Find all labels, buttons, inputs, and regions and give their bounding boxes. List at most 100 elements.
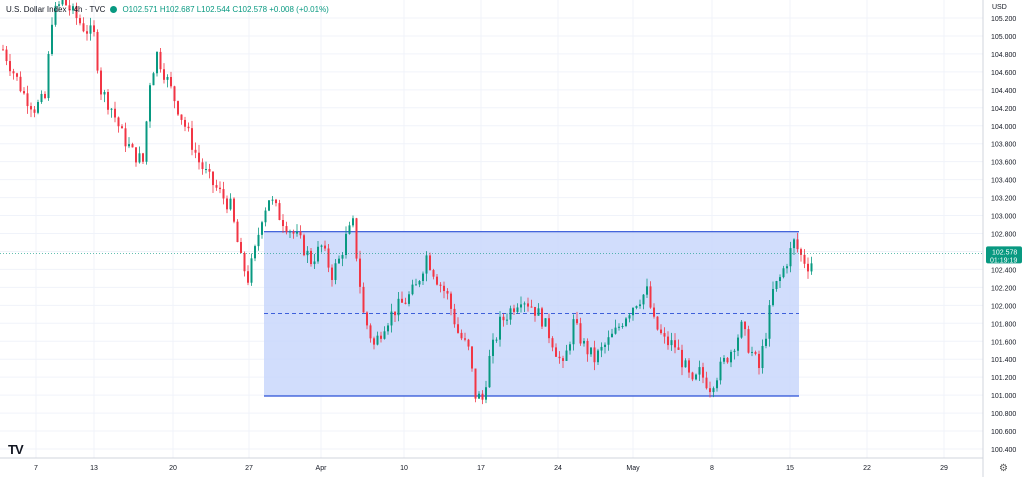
candle-body bbox=[194, 149, 197, 153]
candle-body bbox=[191, 128, 193, 150]
candle-body bbox=[527, 303, 529, 307]
candle-body bbox=[716, 380, 718, 389]
candle-body bbox=[537, 308, 540, 316]
candle-body bbox=[320, 245, 323, 247]
time-tick-label: May bbox=[626, 465, 640, 472]
candle-body bbox=[198, 152, 200, 163]
candle-body bbox=[562, 358, 564, 361]
candle-body bbox=[338, 258, 340, 264]
candle-body bbox=[429, 255, 431, 271]
time-tick-label: 13 bbox=[90, 465, 98, 472]
candle-body bbox=[156, 51, 158, 74]
candle-body bbox=[478, 393, 480, 399]
price-tick-label: 102.200 bbox=[991, 285, 1016, 292]
candle-body bbox=[299, 231, 302, 236]
candle-body bbox=[159, 51, 162, 70]
candle-body bbox=[446, 291, 449, 294]
candle-body bbox=[254, 246, 256, 259]
candle-body bbox=[457, 324, 459, 333]
candle-body bbox=[44, 93, 46, 99]
candle-body bbox=[747, 329, 750, 353]
price-tick-label: 101.600 bbox=[991, 339, 1016, 346]
candle-body bbox=[394, 311, 396, 316]
candle-body bbox=[313, 261, 316, 265]
candle-body bbox=[607, 337, 610, 345]
candle-body bbox=[257, 234, 260, 247]
candle-body bbox=[201, 162, 204, 170]
candle-body bbox=[611, 333, 613, 338]
candle-body bbox=[355, 218, 358, 259]
price-tick-label: 104.600 bbox=[991, 70, 1016, 77]
candle-body bbox=[96, 31, 99, 71]
candle-body bbox=[170, 76, 172, 87]
candle-body bbox=[117, 117, 120, 127]
time-tick-label: 27 bbox=[245, 465, 253, 472]
candle-body bbox=[366, 312, 368, 326]
candle-body bbox=[58, 4, 60, 6]
candle-body bbox=[292, 231, 295, 234]
candle-body bbox=[261, 222, 263, 235]
candle-body bbox=[551, 338, 554, 348]
candle-body bbox=[555, 347, 557, 357]
price-tick-label: 102.400 bbox=[991, 267, 1016, 274]
price-tick-label: 101.800 bbox=[991, 321, 1016, 328]
last-price-badge bbox=[986, 246, 1022, 264]
candle-body bbox=[135, 147, 137, 163]
candle-body bbox=[107, 91, 109, 110]
candle-body bbox=[544, 318, 547, 327]
candle-body bbox=[782, 268, 785, 278]
candle-body bbox=[93, 25, 95, 32]
candle-body bbox=[719, 361, 722, 381]
candle-body bbox=[488, 355, 491, 388]
symbol-legend[interactable]: U.S. Dollar Index · 4h · TVC O102.571 H1… bbox=[6, 5, 329, 14]
candle-body bbox=[558, 356, 561, 359]
candle-body bbox=[628, 315, 631, 319]
candle-body bbox=[271, 199, 274, 201]
candle-body bbox=[275, 199, 277, 204]
candle-body bbox=[432, 270, 435, 277]
candle-body bbox=[54, 5, 57, 25]
candle-body bbox=[359, 258, 361, 287]
candle-body bbox=[670, 340, 673, 346]
range-box bbox=[264, 231, 799, 397]
candle-body bbox=[404, 302, 407, 304]
candle-body bbox=[464, 338, 466, 340]
candle-body bbox=[751, 351, 753, 353]
candle-body bbox=[163, 69, 165, 80]
candle-body bbox=[653, 307, 655, 317]
price-tick-label: 102.000 bbox=[991, 303, 1016, 310]
candle-body bbox=[663, 333, 666, 337]
candle-body bbox=[502, 316, 505, 321]
time-tick-label: 20 bbox=[169, 465, 177, 472]
candle-body bbox=[215, 185, 218, 188]
candle-body bbox=[362, 286, 365, 313]
candle-body bbox=[408, 294, 410, 304]
tradingview-logo[interactable]: TV bbox=[8, 442, 24, 457]
candle-body bbox=[702, 367, 704, 378]
candle-body bbox=[614, 327, 617, 334]
candle-body bbox=[593, 347, 596, 363]
candle-body bbox=[289, 231, 291, 233]
gear-icon[interactable]: ⚙ bbox=[999, 463, 1008, 474]
candle-body bbox=[506, 319, 508, 321]
candle-body bbox=[114, 108, 116, 118]
candle-body bbox=[317, 246, 319, 262]
candle-body bbox=[460, 332, 463, 339]
candle-body bbox=[425, 255, 428, 274]
candle-body bbox=[387, 325, 389, 332]
candle-body bbox=[499, 316, 501, 340]
candle-body bbox=[331, 267, 333, 280]
candle-body bbox=[754, 351, 757, 354]
candle-body bbox=[422, 273, 424, 282]
candle-body bbox=[30, 106, 32, 110]
candle-body bbox=[705, 377, 708, 389]
candle-body bbox=[443, 285, 445, 292]
currency-label[interactable]: USD bbox=[992, 4, 1007, 11]
candle-body bbox=[586, 340, 589, 355]
ohlc-values: O102.571 H102.687 L102.544 C102.578 +0.0… bbox=[122, 5, 329, 14]
candle-body bbox=[534, 307, 536, 316]
candle-body bbox=[509, 308, 512, 320]
candle-body bbox=[72, 6, 74, 11]
